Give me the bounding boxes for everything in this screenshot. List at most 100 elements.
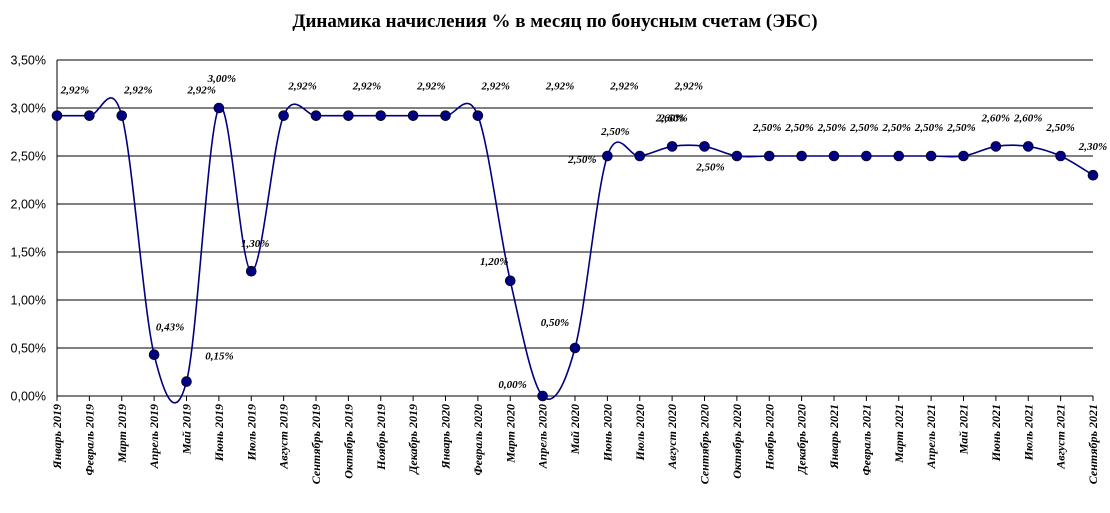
x-tick-label: Июль 2021 — [1021, 404, 1035, 461]
data-point — [602, 150, 613, 162]
data-label: 2,60% — [658, 112, 687, 124]
data-label: 2,92% — [545, 81, 574, 93]
data-label: 2,92% — [352, 81, 381, 93]
data-point — [893, 150, 905, 162]
data-label: 2,50% — [695, 161, 724, 173]
x-tick-label: Октябрь 2020 — [730, 404, 744, 479]
y-tick-label: 1,50% — [11, 246, 46, 260]
x-tick-label: Март 2021 — [892, 404, 906, 464]
data-point — [828, 150, 840, 162]
x-tick-label: Июнь 2020 — [600, 404, 614, 462]
data-label: 2,50% — [752, 122, 781, 134]
data-label: 2,50% — [817, 122, 846, 134]
data-point — [343, 110, 354, 121]
data-label: 2,50% — [882, 122, 911, 134]
x-tick-label: Февраль 2021 — [859, 404, 873, 476]
x-axis-tick-labels: Январь 2019 Февраль 2019 Март 2019 Апрель 2… — [50, 404, 1100, 484]
data-point — [84, 110, 95, 121]
data-point — [181, 376, 192, 387]
data-label: 2,50% — [1045, 122, 1074, 134]
data-label: 0,00% — [498, 379, 526, 391]
data-point — [472, 110, 484, 121]
data-point — [990, 141, 1002, 152]
y-tick-label: 0,00% — [11, 390, 46, 404]
x-tick-label: Апрель 2020 — [536, 404, 550, 469]
data-point — [634, 150, 646, 162]
data-label: 2,50% — [849, 122, 878, 134]
data-point — [731, 150, 743, 162]
data-labels: 2,92% 2,92% 2,92% 0,43% 0,15% 3,00% 1,30% 2,92%… — [60, 73, 1107, 391]
data-point — [213, 102, 225, 114]
data-point — [925, 150, 937, 162]
data-point — [375, 110, 387, 121]
data-point — [148, 349, 160, 361]
data-point — [440, 110, 451, 121]
x-tick-label: Май 2020 — [568, 404, 582, 455]
data-point — [699, 141, 710, 152]
x-tick-label: Июнь 2021 — [989, 404, 1003, 462]
data-label: 3,00% — [207, 73, 236, 85]
data-point — [1087, 169, 1099, 181]
data-label: 2,50% — [600, 126, 629, 138]
x-tick-label: Сентябрь 2020 — [698, 404, 712, 484]
x-tick-label: Февраль 2020 — [471, 404, 485, 476]
data-label: 2,60% — [655, 112, 684, 124]
data-label: 2,50% — [784, 122, 813, 134]
data-label: 2,50% — [567, 154, 596, 166]
data-point — [861, 150, 872, 162]
y-tick-label: 1,00% — [11, 294, 46, 308]
y-tick-label: 2,00% — [11, 198, 46, 212]
data-point — [958, 150, 969, 162]
data-point — [504, 275, 516, 287]
y-tick-label: 3,00% — [11, 102, 46, 116]
series-line — [57, 97, 1094, 404]
data-label: 2,30% — [1078, 141, 1107, 153]
x-tick-label: Май 2021 — [957, 404, 971, 455]
data-point — [116, 110, 128, 121]
x-tick-label: Март 2019 — [115, 404, 129, 464]
x-tick-label: Декабрь 2019 — [406, 404, 420, 475]
x-tick-label: Апрель 2021 — [924, 404, 938, 469]
series-path — [57, 97, 1094, 404]
data-label: 2,92% — [187, 85, 216, 97]
data-label: 0,15% — [205, 351, 233, 363]
x-tick-label: Январь 2020 — [439, 404, 453, 470]
data-point — [51, 110, 63, 121]
x-axis — [56, 396, 1094, 401]
x-tick-label: Ноябрь 2020 — [762, 404, 776, 471]
data-point — [310, 110, 322, 121]
data-point — [537, 390, 548, 402]
y-tick-label: 3,50% — [11, 54, 46, 68]
data-label: 2,50% — [946, 122, 975, 134]
y-tick-label: 0,50% — [11, 342, 46, 356]
x-tick-label: Ноябрь 2019 — [374, 404, 388, 471]
x-tick-label: Июль 2019 — [244, 404, 258, 461]
x-tick-label: Июнь 2019 — [212, 404, 226, 462]
data-point — [1055, 150, 1066, 162]
x-tick-label: Май 2019 — [180, 404, 194, 455]
data-point — [763, 150, 775, 162]
data-label: 2,92% — [60, 85, 89, 97]
x-tick-label: Февраль 2019 — [82, 404, 96, 476]
x-tick-label: Август 2021 — [1054, 404, 1068, 470]
data-label: 2,60% — [981, 112, 1010, 124]
series-markers — [51, 102, 1099, 402]
data-point — [796, 150, 807, 162]
data-label: 0,43% — [156, 322, 184, 334]
x-tick-label: Декабрь 2020 — [795, 404, 809, 475]
data-label: 2,92% — [287, 81, 316, 93]
x-tick-label: Октябрь 2019 — [341, 404, 355, 479]
data-label: 2,60% — [1013, 112, 1042, 124]
data-label: 2,92% — [481, 81, 510, 93]
y-axis-tick-labels: 0,00% 0,50% 1,00% 1,50% 2,00% 2,50% 3,00% 3,50% — [11, 54, 46, 404]
data-label: 2,92% — [416, 81, 445, 93]
chart-title: Динамика начисления % в месяц по бонусны… — [292, 11, 817, 32]
x-tick-label: Март 2020 — [503, 404, 517, 464]
data-label: 2,92% — [123, 85, 152, 97]
grid-lines — [56, 59, 1093, 397]
data-label: 2,92% — [674, 81, 703, 93]
data-label: 2,92% — [609, 81, 638, 93]
x-tick-label: Август 2020 — [665, 404, 679, 470]
data-point — [569, 342, 581, 354]
